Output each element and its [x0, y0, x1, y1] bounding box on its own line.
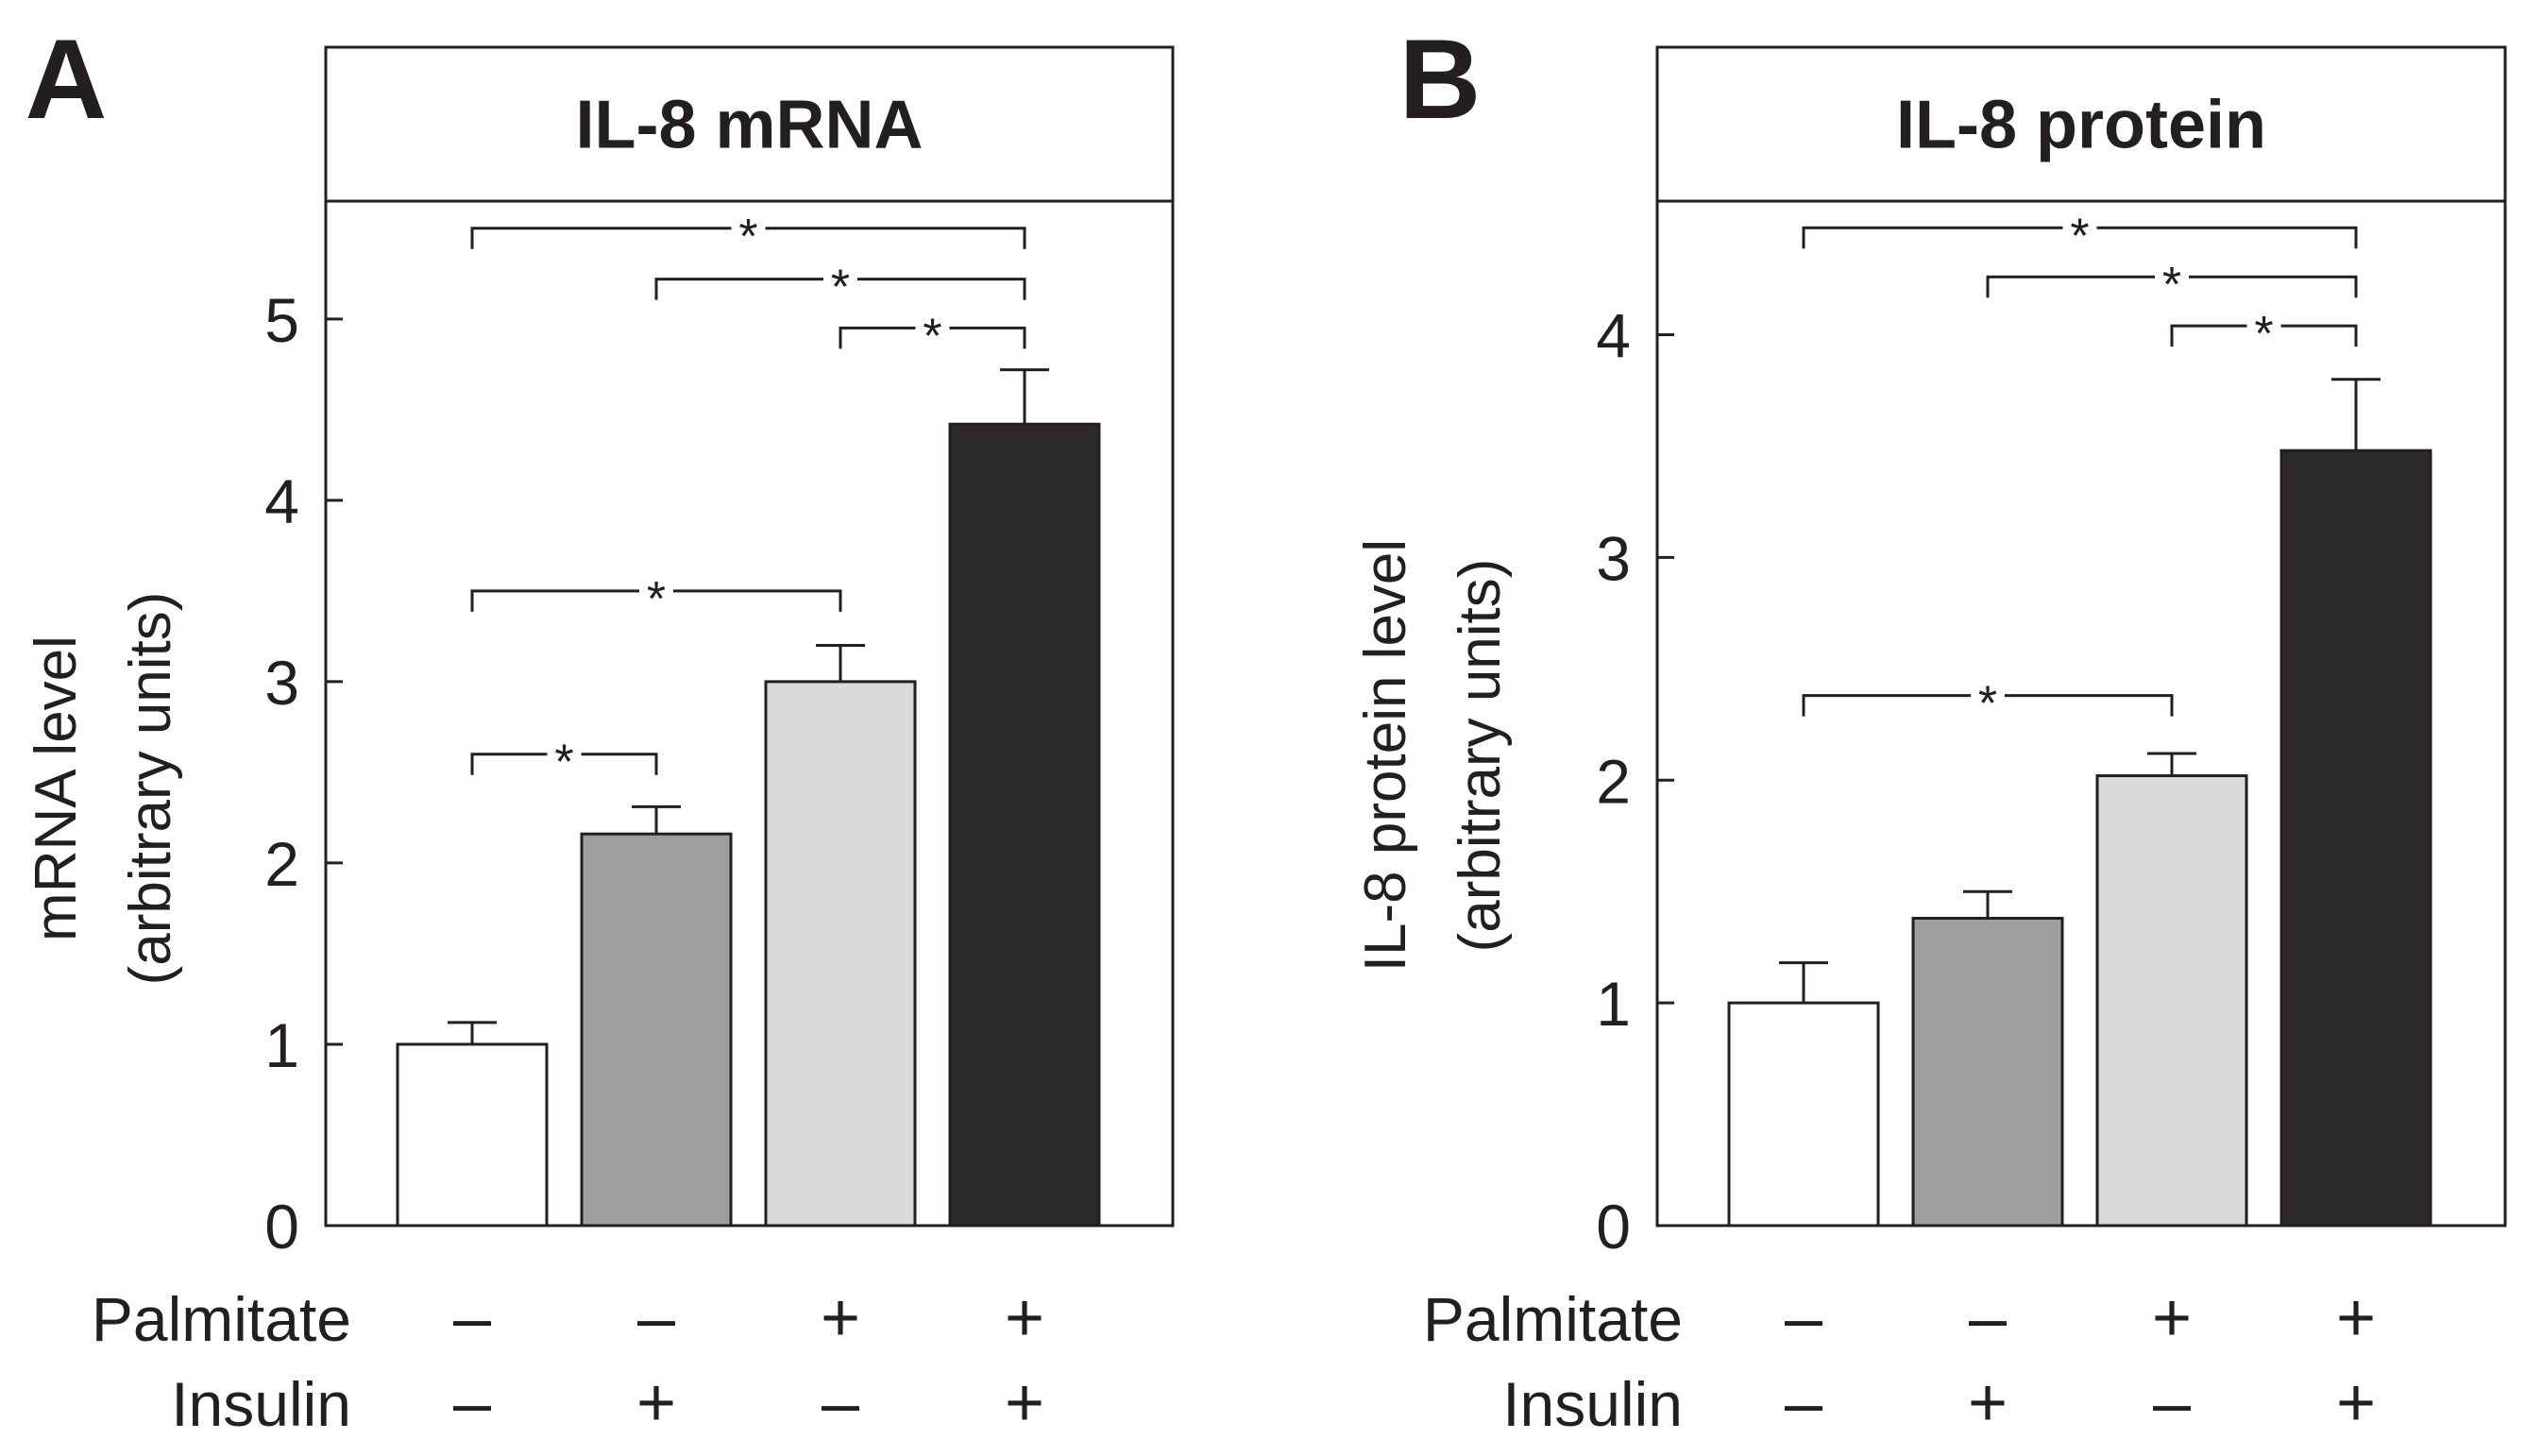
treatment-sign: +	[821, 1280, 860, 1356]
treatment-sign: –	[1785, 1365, 1823, 1441]
y-tick-label: 1	[264, 1010, 299, 1080]
treatment-sign: –	[1969, 1280, 2008, 1356]
y-tick-label: 0	[1596, 1192, 1631, 1261]
row-label-insulin: Insulin	[171, 1369, 351, 1439]
bar-1	[1727, 1001, 1880, 1227]
treatment-sign: +	[636, 1365, 676, 1441]
treatment-sign: –	[453, 1365, 492, 1441]
significance-star: *	[831, 261, 850, 315]
significance-bracket-right	[2096, 226, 2358, 249]
treatment-sign: +	[1005, 1280, 1044, 1356]
title-box	[1655, 45, 2507, 203]
panel-b: B IL-8 protein 0 1 2 3 4 IL-8 protein level (arb…	[1353, 16, 2507, 1441]
significance-bracket-left	[654, 278, 823, 300]
significance-bracket-left	[1802, 226, 2063, 249]
significance-bracket-left	[1986, 275, 2155, 298]
y-axis-label: IL-8 protein level	[1353, 539, 1418, 972]
bar-4	[948, 422, 1101, 1227]
y-tick-label: 4	[1596, 301, 1631, 371]
row-label-palmitate: Palmitate	[1423, 1284, 1683, 1354]
y-tick-label: 3	[264, 648, 299, 718]
y-axis-label-units: (arbitrary units)	[1448, 559, 1513, 953]
treatment-sign: –	[1785, 1280, 1823, 1356]
significance-bracket-left	[470, 227, 732, 249]
significance-bracket-left	[470, 753, 548, 775]
significance-bracket-right	[2280, 324, 2358, 347]
significance-bracket-left	[470, 589, 639, 612]
significance-star: *	[647, 572, 666, 627]
row-label-palmitate: Palmitate	[92, 1284, 351, 1354]
bar-4	[2279, 449, 2432, 1227]
treatment-sign: +	[2336, 1280, 2376, 1356]
y-tick-label: 1	[1596, 969, 1631, 1039]
significance-bracket-right	[765, 227, 1026, 249]
chart-title: IL-8 protein	[1896, 88, 2266, 163]
bar-2	[580, 832, 733, 1227]
title-box	[324, 45, 1175, 203]
plot-frame	[1655, 199, 2507, 1227]
y-tick-label: 4	[264, 466, 299, 536]
chart-title: IL-8 mRNA	[575, 88, 923, 163]
treatment-sign: –	[2153, 1365, 2192, 1441]
significance-star: *	[738, 210, 757, 264]
y-tick-label: 3	[1596, 523, 1631, 593]
significance-bracket-left	[2170, 324, 2247, 347]
treatment-sign: –	[453, 1280, 492, 1356]
y-axis-label: mRNA level	[24, 635, 89, 941]
treatment-sign: –	[637, 1280, 676, 1356]
y-tick-label: 2	[1596, 746, 1631, 816]
y-axis-label-units: (arbitrary units)	[118, 592, 183, 986]
significance-bracket-left	[839, 326, 916, 349]
significance-bracket-right	[673, 589, 842, 612]
significance-bracket-right	[2189, 275, 2358, 298]
treatment-sign: +	[1005, 1365, 1044, 1441]
treatment-sign: +	[2336, 1365, 2376, 1441]
significance-star: *	[1978, 677, 1997, 732]
bar-3	[2095, 774, 2248, 1227]
treatment-sign: +	[2152, 1280, 2192, 1356]
bar-3	[764, 680, 917, 1227]
treatment-sign: –	[822, 1365, 860, 1441]
y-tick-label: 5	[264, 285, 299, 355]
bar-2	[1911, 917, 2064, 1227]
significance-star: *	[2254, 307, 2273, 362]
significance-bracket-right	[581, 753, 658, 775]
row-label-insulin: Insulin	[1502, 1369, 1683, 1439]
significance-bracket-right	[949, 326, 1026, 349]
bar-1	[396, 1042, 549, 1227]
y-tick-label: 0	[264, 1192, 299, 1261]
y-tick-label: 2	[264, 829, 299, 899]
panel-letter: B	[1399, 16, 1482, 143]
significance-star: *	[2070, 209, 2089, 263]
plot-frame	[324, 199, 1175, 1227]
treatment-sign: +	[1968, 1365, 2008, 1441]
significance-star: *	[2162, 258, 2181, 313]
significance-bracket-right	[857, 278, 1026, 300]
significance-star: *	[554, 736, 573, 790]
panel-a: A IL-8 mRNA 0 1 2 3 4 5 mRNA level (arbitrary uni…	[24, 16, 1175, 1441]
significance-bracket-left	[1802, 694, 1971, 717]
significance-star: *	[923, 309, 941, 364]
significance-bracket-right	[2005, 694, 2174, 717]
panel-letter: A	[25, 16, 108, 143]
